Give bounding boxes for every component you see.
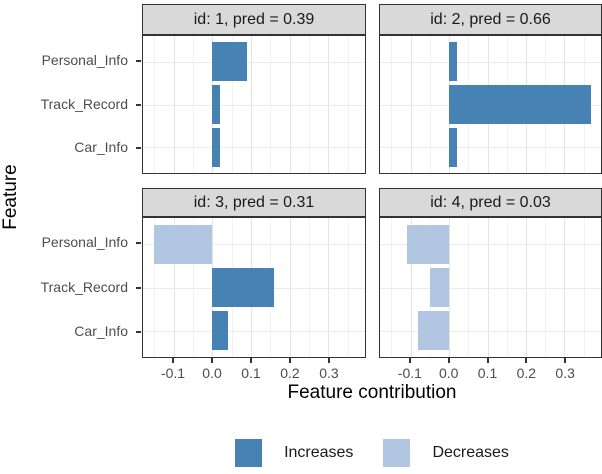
legend-label-increases: Increases: [284, 444, 354, 461]
x-axis-label: 0.2: [280, 365, 300, 381]
y-axis-label: Car_Info: [74, 138, 128, 155]
x-axis-label: 0.3: [555, 365, 575, 381]
x-axis-label: -0.1: [397, 365, 422, 381]
y-axis-label: Personal_Info: [41, 234, 128, 251]
legend: Increases Decreases: [142, 437, 602, 469]
facet-panel: [379, 217, 602, 358]
contribution-bar: [449, 42, 457, 81]
gridline-horizontal: [143, 244, 365, 246]
facet-strip: id: 3, pred = 0.31: [142, 188, 366, 217]
facet-panel: [142, 35, 366, 174]
y-axis-tick: [136, 286, 141, 289]
x-axis-label: 0.3: [319, 365, 339, 381]
gridline-horizontal: [143, 61, 365, 63]
y-axis-label: Track_Record: [40, 95, 128, 112]
legend-label-decreases: Decreases: [432, 444, 509, 461]
x-axis-tick: [211, 358, 213, 363]
gridline-horizontal: [380, 287, 601, 289]
contribution-bar: [429, 267, 450, 308]
x-axis-tick: [525, 358, 528, 363]
legend-swatch-increases: [235, 439, 263, 467]
contribution-bar: [406, 224, 450, 264]
contribution-bar: [449, 85, 592, 124]
x-axis-tick: [288, 358, 291, 363]
contribution-bar: [212, 85, 221, 124]
facet-title: id: 4, pred = 0.03: [430, 193, 551, 211]
facet-id-2: id: 2, pred = 0.66: [379, 4, 602, 174]
contribution-bar: [212, 267, 275, 308]
facet-title: id: 2, pred = 0.66: [430, 10, 551, 28]
y-axis-tick: [136, 103, 141, 106]
x-axis-label: 0.1: [477, 365, 498, 381]
facet-id-4: id: 4, pred = 0.03: [379, 188, 602, 358]
legend-swatch-decreases: [383, 439, 411, 467]
facet-title: id: 1, pred = 0.39: [193, 10, 315, 28]
x-axis-label: -0.1: [160, 365, 186, 381]
facet-strip: id: 2, pred = 0.66: [379, 4, 602, 35]
y-axis-tick: [136, 146, 141, 149]
contribution-bar: [449, 128, 457, 167]
facet-strip: id: 4, pred = 0.03: [379, 188, 602, 217]
x-axis-label: 0.1: [241, 365, 261, 381]
x-axis-title: Feature contribution: [287, 382, 457, 403]
facet-strip: id: 1, pred = 0.39: [142, 4, 366, 35]
y-axis-label: Track_Record: [40, 278, 128, 295]
contribution-bar: [154, 224, 213, 264]
facet-id-3: id: 3, pred = 0.31: [142, 188, 366, 358]
x-axis-tick: [172, 358, 174, 363]
x-axis-tick: [408, 358, 411, 363]
facet-panel: [142, 217, 366, 358]
gridline-horizontal: [380, 244, 601, 246]
y-axis-label: Car_Info: [74, 322, 128, 339]
y-axis-label: Personal_Info: [41, 52, 128, 69]
y-axis-tick: [136, 242, 141, 245]
facet-panel: [379, 35, 602, 174]
x-axis-label: 0.0: [202, 365, 222, 381]
gridline-horizontal: [380, 330, 601, 332]
gridline-horizontal: [380, 61, 601, 63]
x-axis-tick: [447, 358, 450, 363]
gridline-horizontal: [380, 147, 601, 149]
gridline-horizontal: [143, 104, 365, 106]
y-axis-title: Feature: [0, 164, 21, 230]
x-axis-tick: [327, 358, 330, 363]
facet-title: id: 3, pred = 0.31: [193, 193, 315, 211]
facet-id-1: id: 1, pred = 0.39: [142, 4, 366, 174]
contribution-bar: [212, 311, 228, 351]
gridline-horizontal: [143, 330, 365, 332]
x-axis-tick: [564, 358, 567, 363]
contribution-bar: [212, 42, 248, 81]
x-axis-tick: [249, 358, 252, 363]
y-axis-tick: [136, 330, 141, 333]
gridline-horizontal: [143, 147, 365, 149]
x-axis-label: 0.2: [516, 365, 537, 381]
y-axis-tick: [136, 60, 141, 63]
x-axis-label: 0.0: [438, 365, 459, 381]
contribution-bar: [212, 128, 221, 167]
x-axis-tick: [486, 358, 489, 363]
contribution-bar: [418, 311, 450, 351]
